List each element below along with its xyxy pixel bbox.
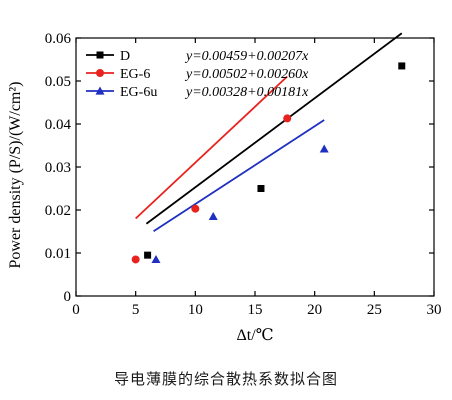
x-tick-label: 20	[307, 302, 322, 318]
y-tick-label: 0.06	[45, 31, 72, 47]
legend-marker-eg-6u	[95, 86, 105, 95]
data-point-eg-6	[283, 114, 292, 123]
data-point-d	[144, 251, 152, 259]
y-tick-label: 0.03	[45, 160, 71, 176]
x-axis-title: Δt/℃	[236, 327, 273, 344]
y-axis-title: Power density (P/S)/(W/cm²)	[7, 82, 24, 269]
x-tick-label: 30	[427, 302, 442, 318]
legend-equation-eg-6u: y=0.00328+0.00181x	[184, 85, 309, 100]
x-tick-label: 10	[188, 302, 203, 318]
data-point-eg-6u	[208, 211, 218, 221]
legend-equation-d: y=0.00459+0.00207x	[184, 49, 309, 64]
fit-line-eg-6u	[153, 119, 325, 233]
x-tick-label: 0	[72, 302, 80, 318]
x-tick-label: 15	[248, 302, 263, 318]
data-point-eg-6u	[151, 254, 161, 264]
legend-equation-eg-6: y=0.00502+0.00260x	[184, 67, 309, 82]
x-tick-label: 25	[367, 302, 382, 318]
y-tick-label: 0.04	[45, 117, 72, 133]
y-tick-label: 0	[64, 289, 72, 305]
y-tick-label: 0.05	[45, 74, 71, 90]
data-points-group	[131, 62, 406, 264]
fit-line-d	[145, 32, 403, 225]
legend-label-d: D	[120, 49, 130, 64]
x-tick-label: 5	[132, 302, 140, 318]
data-point-eg-6u	[319, 144, 329, 153]
y-tick-label: 0.02	[45, 203, 71, 219]
figure-caption: 导电薄膜的综合散热系数拟合图	[113, 370, 338, 388]
fit-lines-group	[135, 32, 403, 233]
fit-line-eg-6	[135, 75, 288, 220]
legend-marker-d	[96, 51, 104, 59]
data-point-eg-6	[191, 204, 200, 213]
legend-marker-eg-6	[96, 69, 104, 77]
data-point-eg-6	[131, 255, 140, 264]
legend-label-eg-6: EG-6	[120, 67, 150, 82]
data-point-d	[398, 62, 406, 70]
y-tick-label: 0.01	[45, 246, 71, 262]
data-point-d	[257, 185, 265, 192]
legend-label-eg-6u: EG-6u	[120, 85, 157, 100]
ticks-group: 0 5 10 15 20 25 30 0 0.01 0.02 0.03 0.04 0.05 0.06	[45, 31, 442, 318]
